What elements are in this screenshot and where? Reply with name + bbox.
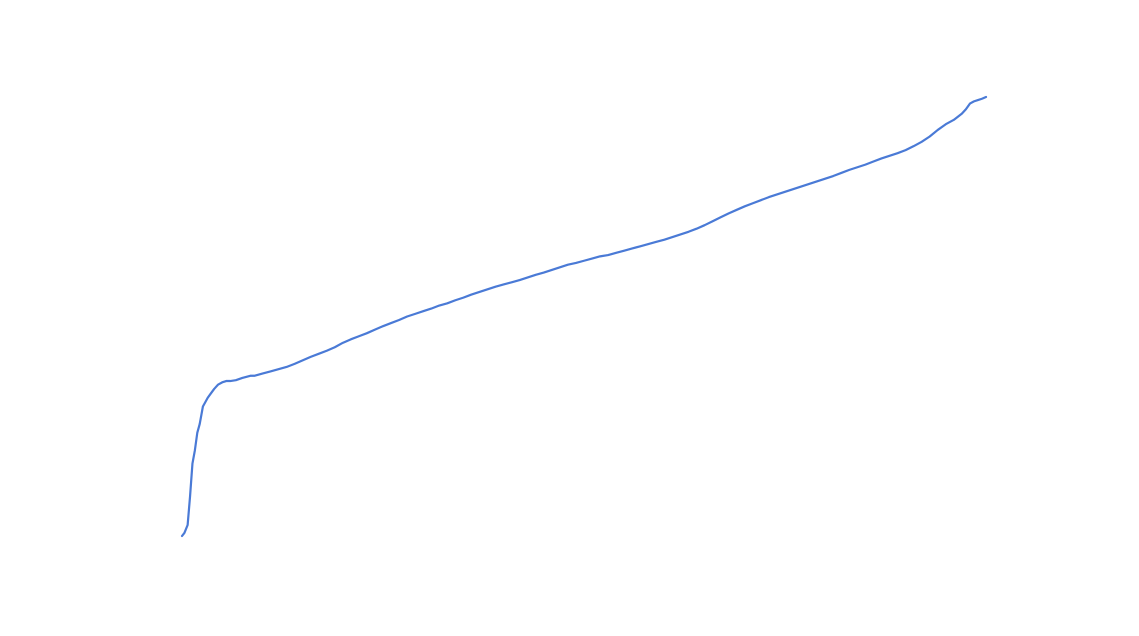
- series-line-1: [180, 95, 988, 538]
- plot-area: [180, 95, 988, 538]
